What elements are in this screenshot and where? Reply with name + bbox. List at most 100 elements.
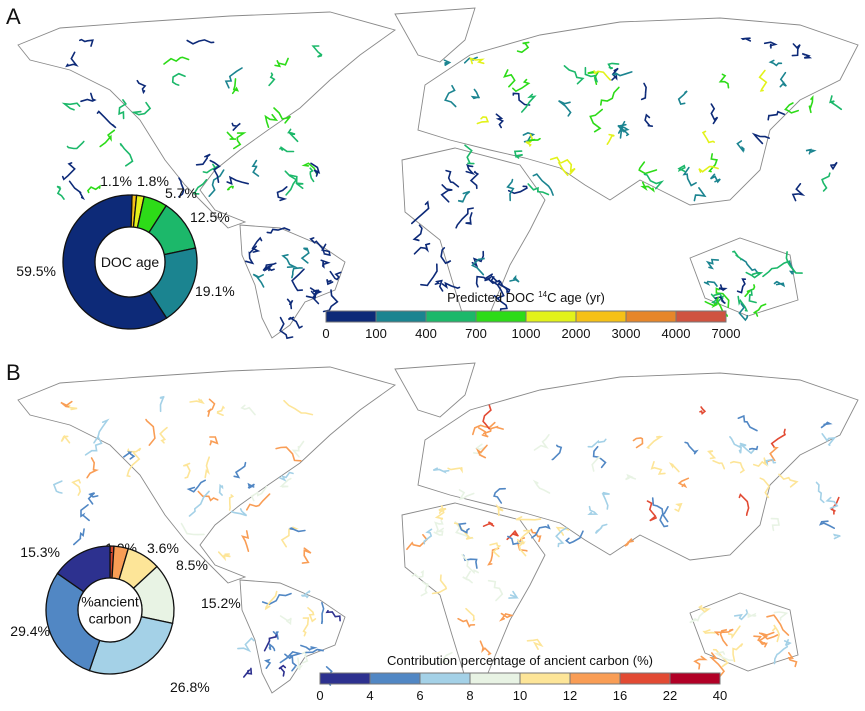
colorbar-swatch [675, 310, 727, 323]
river-segment [737, 295, 749, 312]
river-segment [434, 519, 444, 534]
colorbar-title: Predicted DOC 14C age (yr) [447, 290, 605, 305]
river-segment [226, 131, 237, 140]
river-segment [783, 639, 792, 647]
river-segment [560, 158, 576, 175]
river-segment [228, 494, 235, 511]
river-segment [476, 116, 490, 125]
river-segment [832, 533, 841, 540]
donut-hole [77, 577, 143, 643]
river-segment [445, 169, 460, 188]
river-segment [309, 167, 315, 183]
river-segment [618, 123, 630, 139]
river-segment [325, 609, 341, 622]
river-segment [440, 651, 453, 664]
river-segment [279, 471, 294, 482]
river-segment [601, 491, 610, 510]
river-segment [458, 489, 475, 500]
colorbar-swatch [325, 310, 377, 323]
river-segment [515, 516, 542, 521]
river-segment [508, 590, 519, 599]
river-segment [589, 108, 603, 133]
river-segment [607, 62, 620, 70]
river-segment [689, 609, 708, 624]
slice-label: 59.5% [16, 263, 56, 279]
river-segment [521, 93, 537, 113]
river-segment [61, 162, 76, 181]
river-segment [475, 444, 488, 459]
colorbar-tick: 10 [513, 688, 527, 703]
river-segment [326, 279, 334, 286]
river-segment [287, 128, 299, 143]
river-segment [527, 183, 550, 196]
donut-center-label: %ancient [81, 594, 139, 610]
river-segment [739, 442, 755, 455]
river-segment [528, 137, 541, 142]
river-segment [592, 445, 607, 469]
river-segment [640, 181, 655, 193]
river-segment [788, 261, 797, 275]
colorbar-swatch [469, 672, 521, 685]
river-segment [708, 153, 718, 173]
river-segment [498, 612, 514, 622]
river-segment [713, 628, 734, 636]
river-segment [262, 264, 275, 272]
river-segment [668, 462, 680, 473]
river-segment [593, 70, 612, 81]
panel-label-b: B [6, 360, 21, 385]
river-segment [171, 72, 186, 86]
river-segment [218, 483, 224, 496]
river-segment [698, 165, 719, 173]
colorbar-swatch [369, 672, 421, 685]
river-segment [693, 187, 707, 202]
river-segment [482, 425, 504, 435]
land-eurasia [417, 17, 859, 206]
river-segment [230, 508, 248, 517]
donut-hole [94, 226, 166, 298]
river-segment [650, 461, 666, 475]
river-segment [464, 144, 475, 165]
slice-label: 12.5% [190, 209, 230, 225]
river-segment [79, 38, 94, 47]
river-segment [447, 467, 463, 474]
river-segment [525, 133, 534, 147]
river-segment [684, 441, 699, 455]
river-segment [300, 247, 310, 264]
river-segment [209, 159, 221, 183]
river-segment [240, 530, 250, 552]
river-segment [563, 65, 585, 85]
river-segment [551, 444, 563, 461]
river-segment [748, 445, 759, 451]
slice-label: 19.1% [195, 283, 235, 299]
river-segment [195, 153, 211, 166]
river-segment [420, 581, 429, 597]
river-segment [126, 452, 141, 478]
river-segment [555, 526, 570, 536]
colorbar-swatch [669, 672, 721, 685]
river-segment [682, 166, 697, 187]
panel-label-a: A [6, 4, 21, 29]
river-segment [56, 185, 65, 200]
river-segment [65, 51, 79, 68]
river-segment [509, 274, 520, 283]
colorbar-swatch [319, 672, 371, 685]
colorbar-tick: 1000 [512, 326, 541, 341]
river-segment [127, 447, 142, 453]
colorbar-tick: 16 [613, 688, 627, 703]
river-segment [526, 638, 544, 650]
colorbar-tick: 3000 [612, 326, 641, 341]
river-segment [767, 110, 785, 121]
slice-label: 29.4% [10, 623, 50, 639]
colorbar-tick: 0 [316, 688, 323, 703]
river-segment [674, 502, 683, 513]
river-segment [245, 245, 257, 265]
slice-label: 5.7% [165, 185, 197, 201]
colorbar-swatch [575, 310, 627, 323]
colorbar-tick: 400 [415, 326, 437, 341]
river-segment [791, 43, 801, 57]
river-segment [513, 150, 523, 159]
river-segment [80, 92, 97, 103]
river-segment [770, 428, 786, 448]
river-segment [289, 174, 304, 190]
river-segment [705, 258, 720, 270]
